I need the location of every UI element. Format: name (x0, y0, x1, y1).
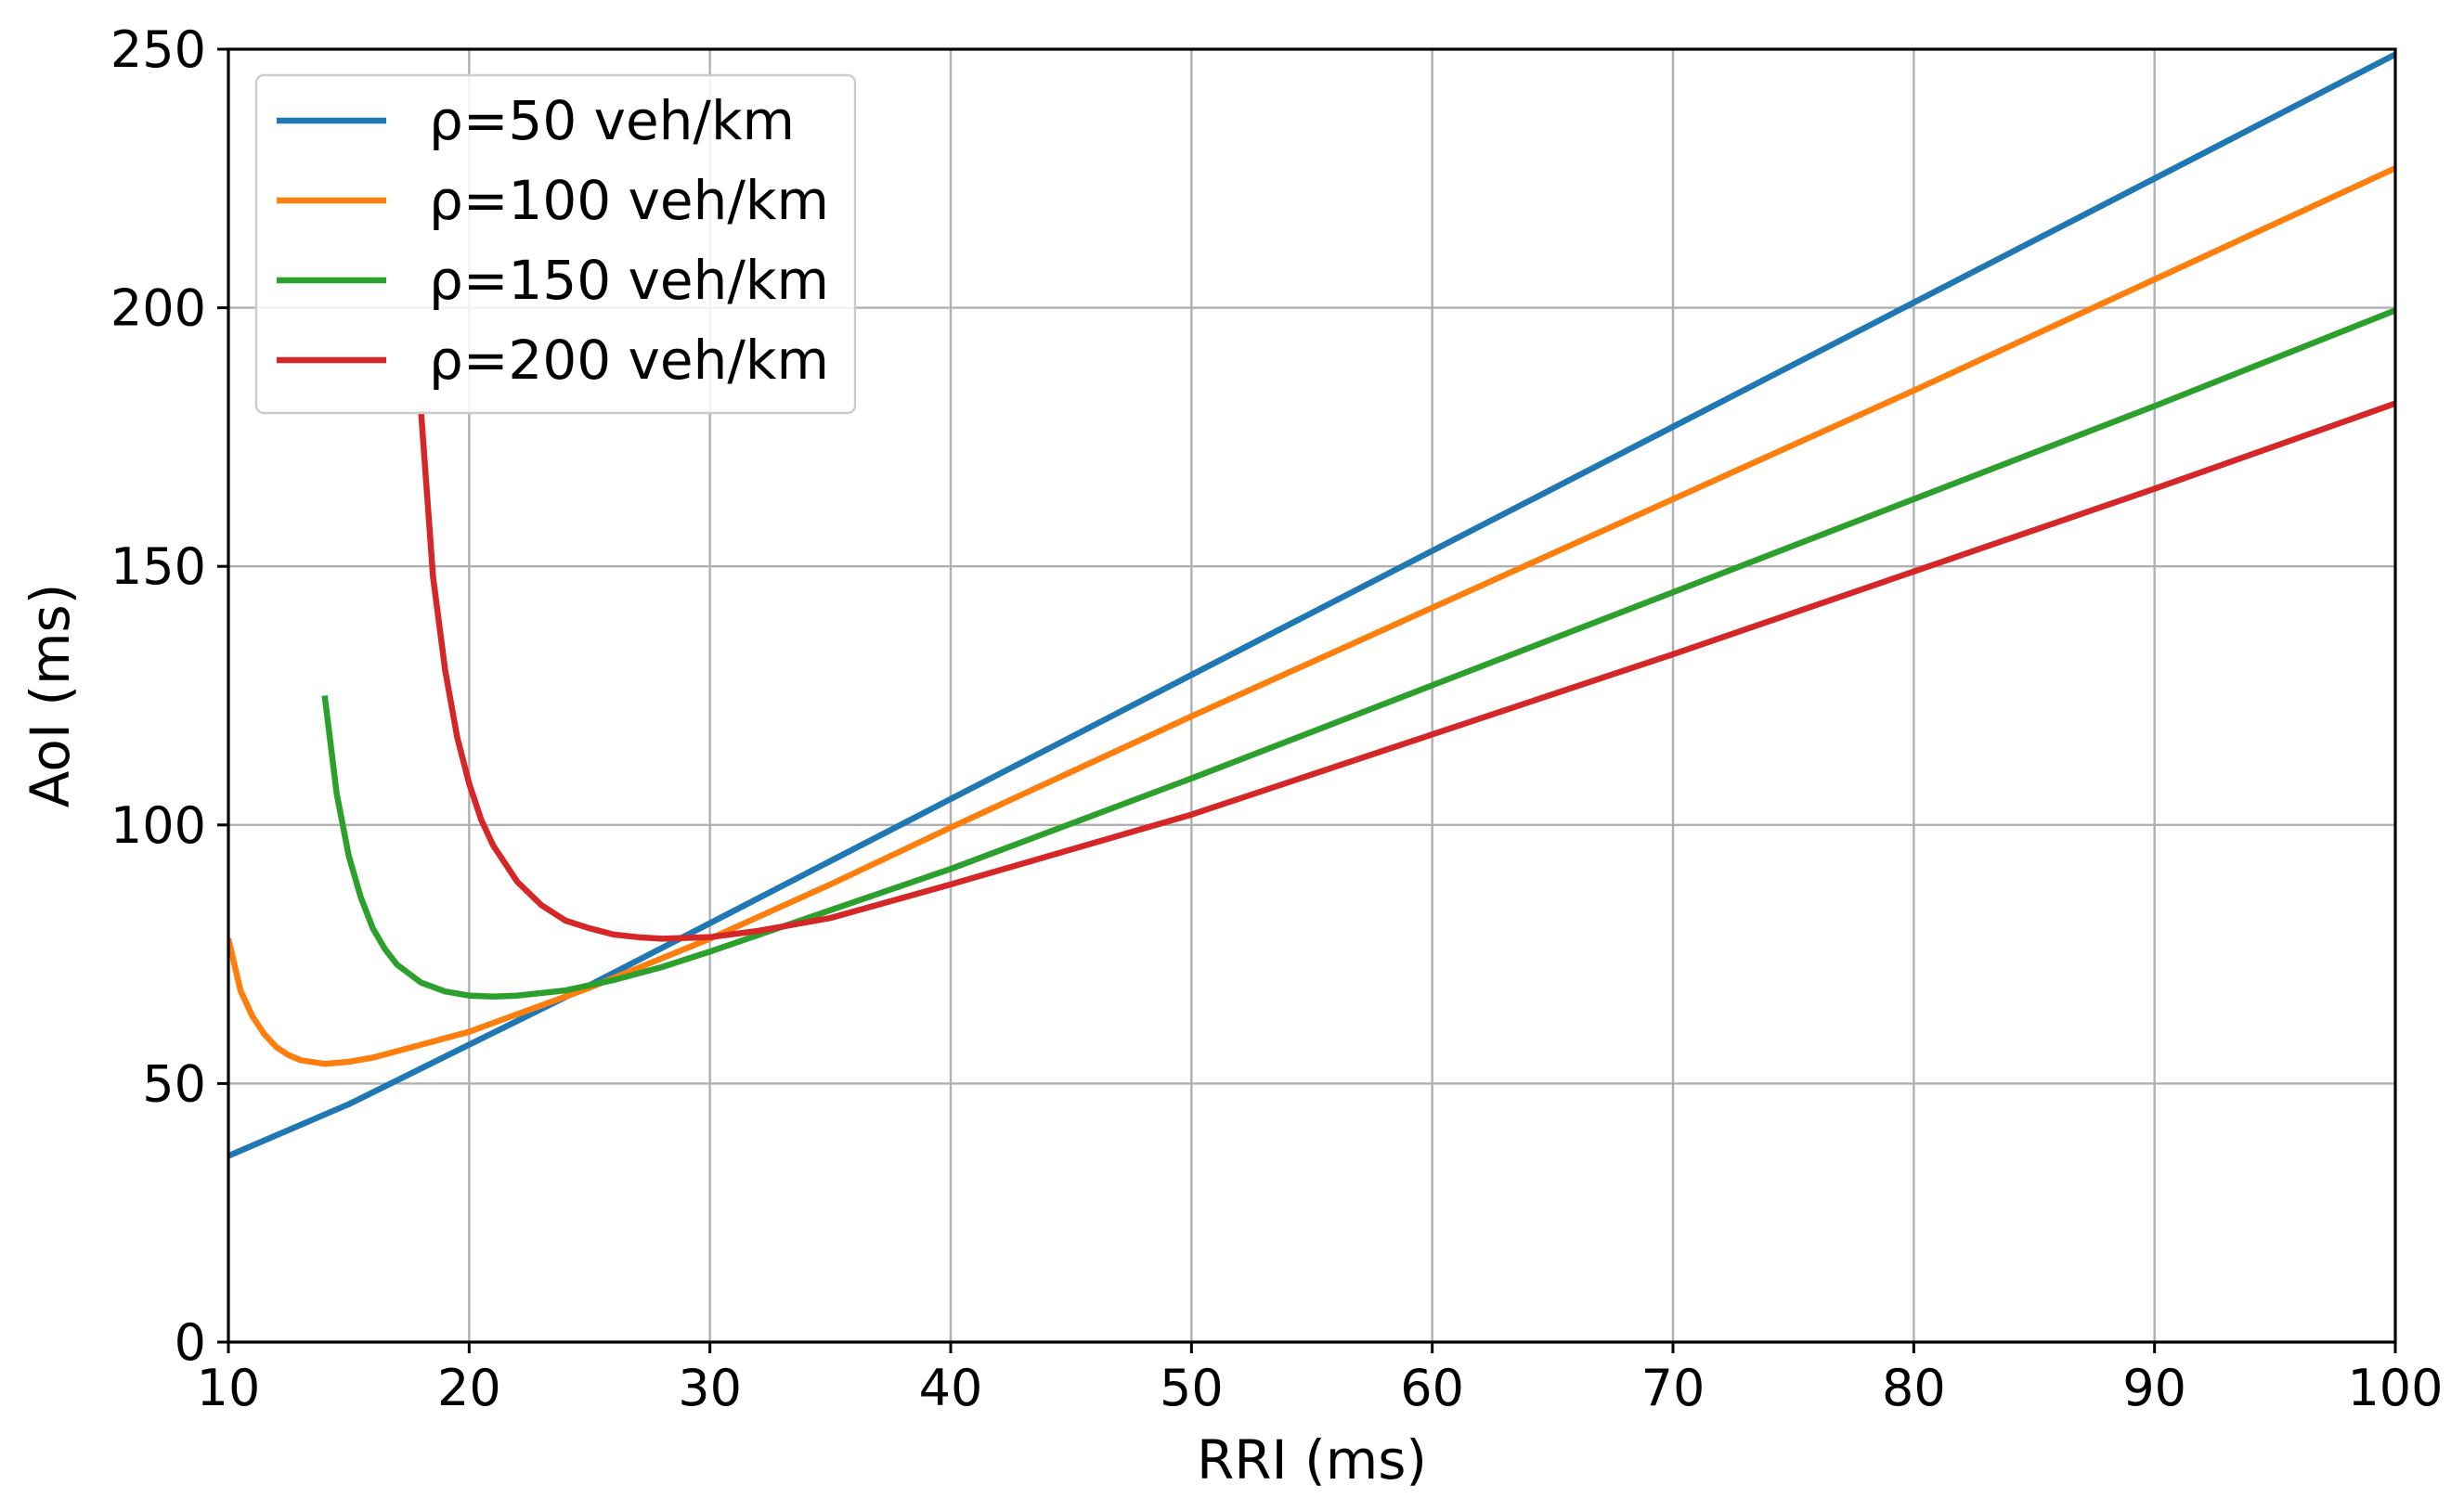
series-line-4 (418, 400, 2395, 942)
legend-label: ρ=100 veh/km (429, 169, 829, 232)
tick-layer: 10 20 30 40 50 60 70 80 90 100 0 50 100 150 200 250 (110, 20, 2444, 1417)
legend-box (254, 73, 857, 415)
legend-label: ρ=200 veh/km (429, 329, 829, 392)
legend: ρ=50 veh/km ρ=100 veh/km ρ=150 veh/km ρ=200… (254, 73, 857, 415)
legend-label: ρ=150 veh/km (429, 249, 829, 312)
y-tick-label: 200 (110, 279, 206, 338)
y-tick-label: 0 (175, 1313, 206, 1372)
x-tick-label: 10 (197, 1359, 261, 1417)
x-tick-label: 20 (437, 1359, 501, 1417)
x-tick-label: 80 (1882, 1359, 1946, 1417)
y-tick-label: 50 (142, 1054, 206, 1113)
series-line-2 (228, 165, 2395, 1067)
x-tick-label: 60 (1400, 1359, 1464, 1417)
x-tick-label: 70 (1641, 1359, 1705, 1417)
y-tick-label: 250 (110, 20, 206, 79)
series-line-1 (228, 51, 2395, 1159)
legend-label: ρ=50 veh/km (429, 89, 795, 152)
x-axis-title: RRI (ms) (1197, 1428, 1427, 1492)
x-tick-label: 40 (919, 1359, 983, 1417)
x-tick-label: 90 (2122, 1359, 2186, 1417)
y-tick-label: 150 (110, 537, 206, 596)
series-layer (228, 51, 2395, 1159)
y-tick-label: 100 (110, 796, 206, 855)
plot-frame (227, 47, 2397, 1344)
x-tick-label: 30 (678, 1359, 742, 1417)
series-line-3 (321, 307, 2395, 1001)
x-tick-label: 100 (2347, 1359, 2443, 1417)
y-axis-title: AoI (ms) (19, 584, 82, 808)
x-tick-label: 50 (1160, 1359, 1224, 1417)
